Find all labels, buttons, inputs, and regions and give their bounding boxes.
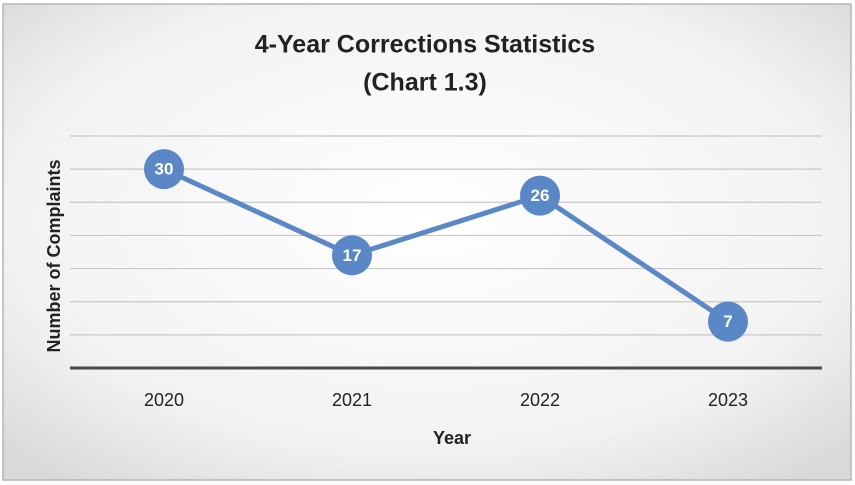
data-label: 30	[155, 160, 174, 179]
line	[162, 166, 730, 324]
marker	[520, 175, 560, 216]
x-tick-label: 2023	[708, 390, 748, 410]
marker	[332, 235, 372, 276]
chart-subtitle: (Chart 1.3)	[363, 69, 487, 97]
x-axis-title: Year	[433, 428, 471, 448]
marker	[708, 301, 748, 342]
x-tick-label: 2021	[332, 390, 372, 410]
chart-title: 4-Year Corrections Statistics	[255, 31, 595, 59]
x-tick-label: 2020	[144, 390, 184, 410]
data-label: 7	[723, 312, 732, 331]
x-tick-label: 2022	[520, 390, 560, 410]
data-label: 26	[531, 186, 550, 205]
chart-frame	[2, 3, 852, 481]
data-label: 17	[343, 246, 362, 265]
marker	[144, 149, 184, 190]
y-axis-title: Number of Complaints	[44, 159, 64, 352]
